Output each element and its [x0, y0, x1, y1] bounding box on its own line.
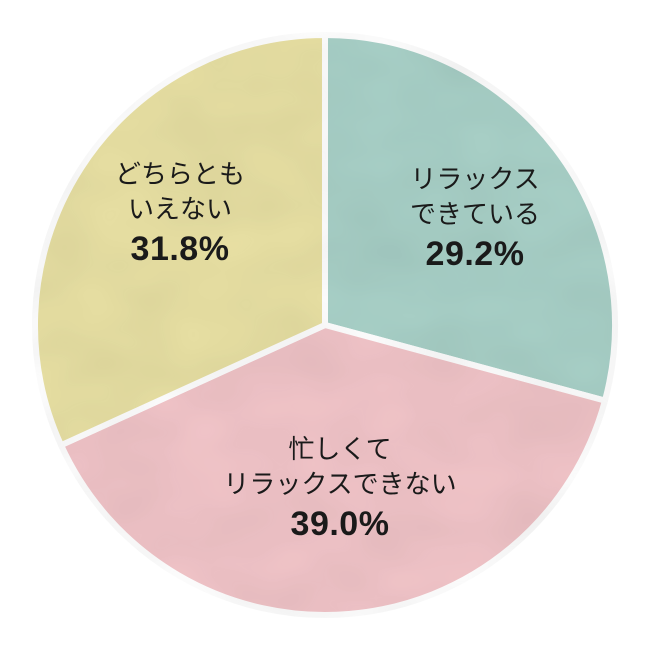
pie-svg: [0, 0, 650, 650]
slice-text: リラックス: [410, 162, 540, 197]
slice-label-too-busy: 忙しくて リラックスできない 39.0%: [223, 432, 456, 548]
slice-text: リラックスできない: [223, 467, 456, 502]
slice-percent: 31.8%: [115, 227, 245, 273]
slice-label-relax-yes: リラックス できている 29.2%: [410, 162, 540, 278]
pie-chart: リラックス できている 29.2% 忙しくて リラックスできない 39.0% ど…: [0, 0, 650, 650]
slice-text: どちらとも: [115, 157, 245, 192]
slice-percent: 39.0%: [223, 502, 456, 548]
slice-label-neither: どちらとも いえない 31.8%: [115, 157, 245, 273]
slice-text: いえない: [115, 192, 245, 227]
slice-percent: 29.2%: [410, 232, 540, 278]
slice-text: できている: [410, 197, 540, 232]
slice-text: 忙しくて: [223, 432, 456, 467]
